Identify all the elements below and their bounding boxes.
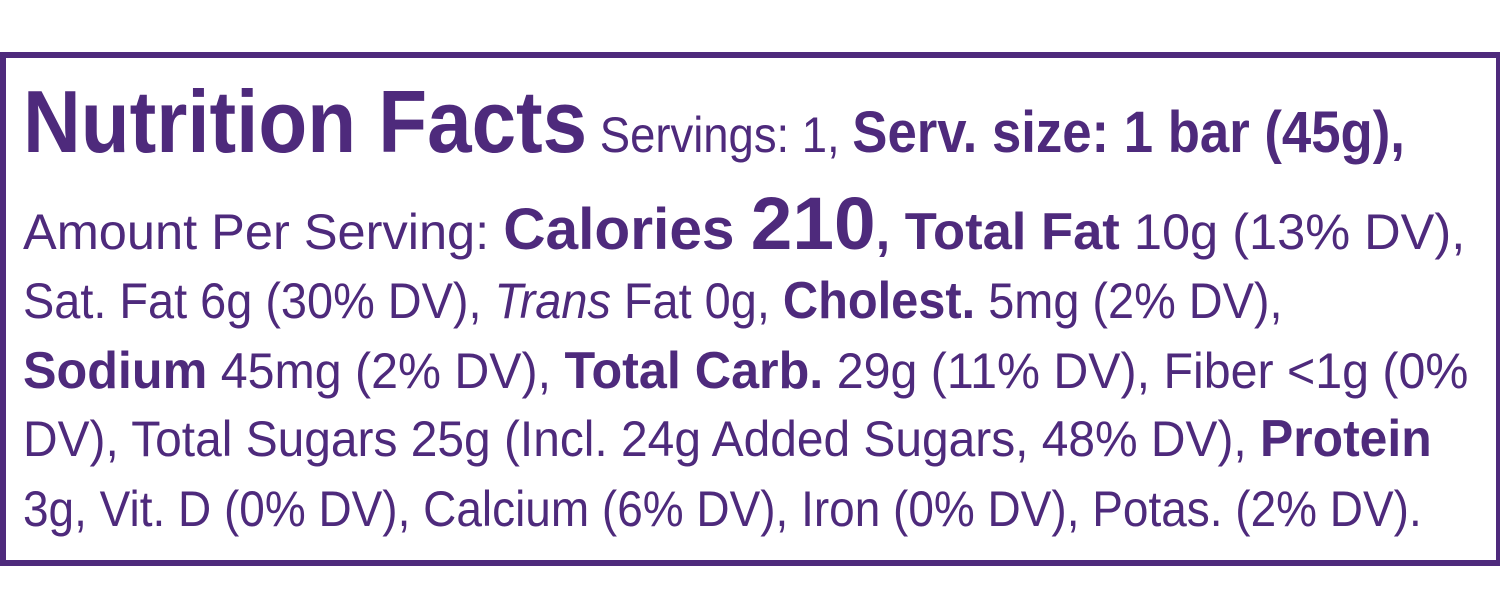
nutrition-facts-panel (0, 52, 1500, 566)
label-segment: 45mg (2% DV), (207, 343, 565, 400)
label-segment: Calories (503, 197, 751, 263)
label-segment: Sodium (23, 342, 208, 401)
label-segment: , Total Fat (875, 203, 1120, 262)
label-line-2: Amount Per Serving: Calories 210, Total … (23, 187, 1465, 261)
label-segment: Serv. size: 1 bar (45g), (852, 99, 1405, 165)
label-title: Nutrition Facts (23, 71, 588, 171)
label-segment: 210 (750, 182, 876, 266)
label-segment: Protein (1260, 410, 1432, 469)
label-line-1: Nutrition Facts Servings: 1, Serv. size:… (23, 77, 1405, 166)
label-line-6: 3g, Vit. D (0% DV), Calcium (6% DV), Iro… (23, 484, 1422, 534)
label-segment: 10g (13% DV), (1119, 204, 1466, 261)
label-line-4: Sodium 45mg (2% DV), Total Carb. 29g (11… (23, 345, 1468, 397)
label-segment: 3g, Vit. D (0% DV), Calcium (6% DV), Iro… (23, 481, 1422, 537)
label-segment: Total Carb. (564, 342, 824, 401)
label-line-5: DV), Total Sugars 25g (Incl. 24g Added S… (23, 413, 1432, 465)
label-segment: 29g (11% DV), Fiber <1g (0% (823, 343, 1469, 400)
label-line-3: Sat. Fat 6g (30% DV), Trans Fat 0g, Chol… (23, 275, 1283, 327)
label-segment: 5mg (2% DV), (975, 273, 1283, 330)
label-segment: Amount Per Serving: (23, 204, 504, 261)
label-segment: DV), Total Sugars 25g (Incl. 24g Added S… (23, 411, 1261, 468)
label-segment: Fat 0g, (610, 273, 783, 330)
label-segment: Trans (494, 273, 611, 330)
label-segment: Cholest. (782, 272, 976, 331)
label-segment: Servings: 1, (587, 106, 853, 163)
label-segment: Sat. Fat 6g (30% DV), (23, 273, 495, 330)
